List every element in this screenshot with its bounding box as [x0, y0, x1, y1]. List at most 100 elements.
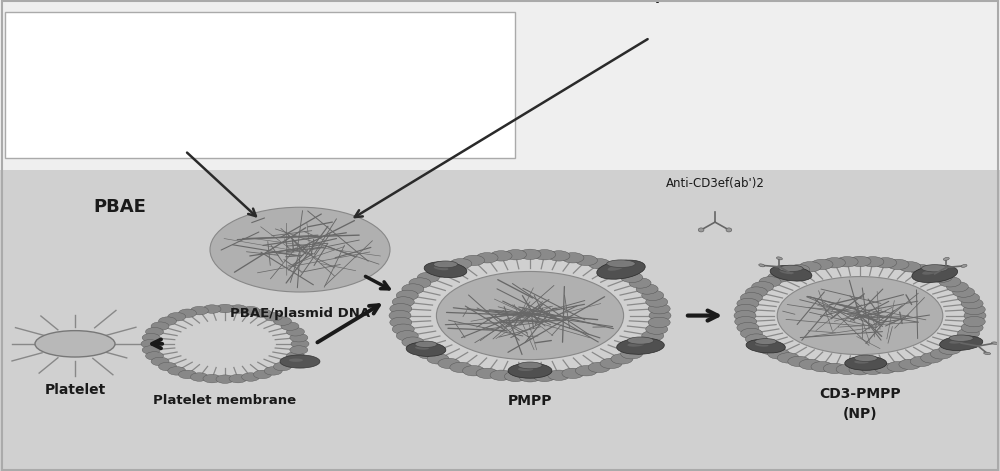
- Ellipse shape: [518, 362, 542, 369]
- Circle shape: [417, 272, 439, 283]
- Circle shape: [229, 374, 247, 383]
- Circle shape: [611, 267, 633, 277]
- Circle shape: [390, 303, 412, 314]
- Circle shape: [281, 357, 299, 365]
- Circle shape: [939, 276, 961, 287]
- Circle shape: [588, 259, 610, 269]
- Circle shape: [409, 343, 431, 353]
- Circle shape: [646, 324, 668, 334]
- Ellipse shape: [746, 340, 785, 353]
- Circle shape: [179, 322, 271, 365]
- Ellipse shape: [755, 339, 777, 345]
- Circle shape: [963, 317, 985, 327]
- Circle shape: [203, 374, 221, 383]
- Text: PMPP: PMPP: [508, 394, 552, 408]
- Circle shape: [450, 259, 472, 269]
- Ellipse shape: [760, 340, 767, 342]
- Text: PBAE/plasmid DNA: PBAE/plasmid DNA: [230, 307, 370, 320]
- Circle shape: [286, 352, 304, 360]
- Circle shape: [734, 310, 756, 321]
- Ellipse shape: [627, 342, 644, 347]
- Circle shape: [849, 256, 871, 267]
- Ellipse shape: [927, 267, 937, 268]
- Circle shape: [621, 349, 643, 359]
- Bar: [0, 170, 1000, 471]
- Text: Platelet membrane: Platelet membrane: [153, 394, 297, 407]
- Text: (CD123CAR,Cas9): (CD123CAR,Cas9): [764, 0, 881, 2]
- Circle shape: [862, 364, 884, 374]
- Circle shape: [759, 344, 781, 355]
- Circle shape: [899, 359, 921, 370]
- Ellipse shape: [433, 261, 458, 268]
- Circle shape: [823, 258, 845, 268]
- Ellipse shape: [854, 355, 877, 361]
- Circle shape: [438, 262, 460, 273]
- Circle shape: [229, 305, 247, 313]
- Circle shape: [629, 278, 651, 288]
- Circle shape: [887, 362, 909, 372]
- Ellipse shape: [280, 355, 320, 368]
- Circle shape: [159, 317, 177, 325]
- Ellipse shape: [415, 346, 429, 349]
- Circle shape: [281, 322, 299, 331]
- Ellipse shape: [508, 363, 552, 378]
- Circle shape: [142, 346, 160, 354]
- Ellipse shape: [424, 262, 467, 277]
- Circle shape: [392, 297, 414, 307]
- Circle shape: [768, 272, 790, 283]
- Text: PBAE: PBAE: [94, 198, 146, 216]
- Circle shape: [476, 368, 498, 379]
- Circle shape: [190, 373, 208, 381]
- Circle shape: [621, 272, 643, 283]
- Ellipse shape: [922, 270, 938, 275]
- Circle shape: [253, 370, 271, 379]
- Ellipse shape: [949, 335, 973, 341]
- Circle shape: [286, 327, 304, 336]
- Circle shape: [273, 317, 291, 325]
- Circle shape: [849, 365, 871, 375]
- Circle shape: [649, 310, 671, 321]
- Circle shape: [519, 249, 541, 260]
- Ellipse shape: [518, 367, 533, 371]
- Ellipse shape: [597, 260, 645, 279]
- Circle shape: [964, 310, 986, 321]
- Ellipse shape: [845, 356, 887, 370]
- Ellipse shape: [955, 337, 963, 338]
- Circle shape: [921, 353, 943, 363]
- Circle shape: [629, 343, 651, 353]
- Circle shape: [961, 323, 983, 333]
- Circle shape: [875, 258, 897, 268]
- Circle shape: [862, 257, 884, 267]
- Circle shape: [648, 303, 670, 314]
- Circle shape: [438, 358, 460, 369]
- Circle shape: [534, 250, 556, 260]
- Ellipse shape: [698, 228, 704, 232]
- Circle shape: [735, 317, 757, 327]
- Circle shape: [450, 362, 472, 373]
- Circle shape: [264, 366, 282, 375]
- Circle shape: [811, 362, 833, 372]
- Circle shape: [409, 278, 431, 288]
- Ellipse shape: [439, 263, 447, 265]
- Circle shape: [392, 324, 414, 334]
- Circle shape: [958, 328, 980, 339]
- Ellipse shape: [289, 358, 303, 362]
- Ellipse shape: [859, 357, 867, 358]
- Circle shape: [427, 354, 449, 364]
- Circle shape: [210, 207, 390, 292]
- Circle shape: [921, 268, 943, 278]
- Ellipse shape: [984, 352, 991, 355]
- Circle shape: [168, 366, 186, 375]
- Circle shape: [548, 251, 570, 261]
- Circle shape: [768, 349, 790, 359]
- Ellipse shape: [613, 262, 623, 264]
- Circle shape: [745, 334, 767, 344]
- Ellipse shape: [726, 228, 732, 232]
- Circle shape: [930, 272, 952, 283]
- Circle shape: [575, 365, 597, 376]
- Ellipse shape: [779, 265, 803, 272]
- Circle shape: [799, 261, 821, 272]
- Ellipse shape: [779, 270, 794, 274]
- Circle shape: [254, 309, 272, 317]
- Circle shape: [396, 290, 418, 300]
